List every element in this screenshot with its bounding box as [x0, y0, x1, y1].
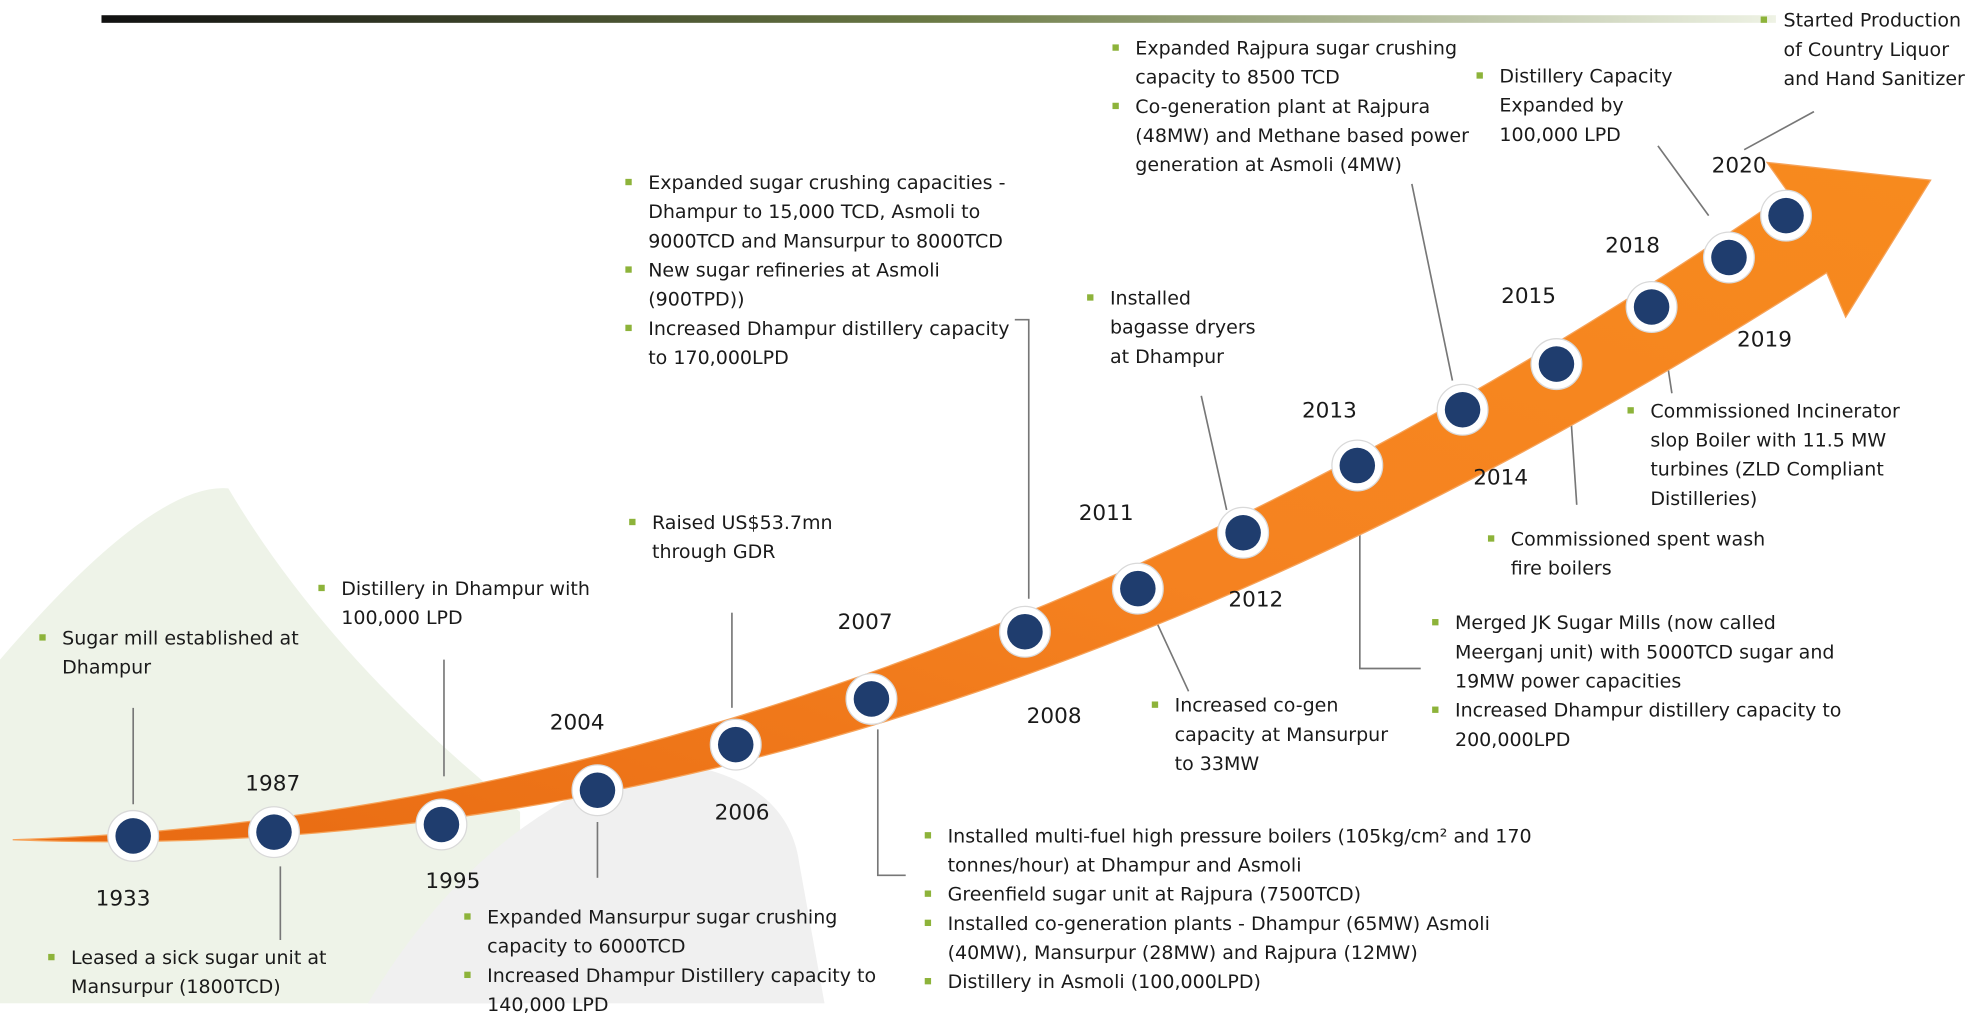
year-label: 2019 [1737, 327, 1792, 352]
year-label: 2020 [1712, 153, 1767, 178]
milestone-dot [854, 681, 890, 717]
milestone-text: Sugar mill established at Dhampur [38, 624, 317, 682]
milestone-dot [424, 807, 460, 843]
milestone-dot [1120, 571, 1156, 607]
bullet: Increased Dhampur Distillery capacity to… [463, 962, 882, 1020]
year-label: 2013 [1302, 398, 1357, 423]
bullet: Sugar mill established at Dhampur [38, 624, 317, 682]
milestone-dot [1539, 346, 1575, 382]
year-label: 2014 [1473, 466, 1528, 491]
bullet: Distillery in Dhampur with 100,000 LPD [317, 575, 621, 633]
year-label: 2008 [1027, 704, 1082, 729]
bullet-list: Expanded Rajpura sugar crushing capacity… [1111, 34, 1504, 180]
bullet-list: Started Production of Country Liquor and… [1759, 6, 1970, 94]
milestone-dot [1768, 198, 1804, 234]
bullet-list: Increased co-gen capacity at Mansurpur t… [1151, 691, 1405, 779]
bullet: Installed bagasse dryers at Dhampur [1086, 284, 1270, 372]
milestone-text: Merged JK Sugar Mills (now called Meerga… [1431, 609, 1862, 755]
year-label: 1987 [245, 771, 300, 796]
bullet-list: Commissioned spent wash fire boilers [1487, 525, 1791, 583]
milestone-text: Installed multi-fuel high pressure boile… [923, 822, 1545, 997]
year-label: 2012 [1228, 587, 1283, 612]
milestone-dot [1225, 515, 1261, 551]
bullet: Commissioned spent wash fire boilers [1487, 525, 1791, 583]
milestone-dot [718, 727, 754, 763]
year-label: 2018 [1605, 233, 1660, 258]
bullet: Started Production of Country Liquor and… [1759, 6, 1970, 94]
top-bar [101, 15, 1775, 23]
bullet-list: Raised US$53.7mn through GDR [628, 509, 882, 567]
bullet: Distillery in Asmoli (100,000LPD) [923, 968, 1545, 997]
milestone-dot [580, 773, 616, 809]
bullet-list: Commissioned Incinerator slop Boiler wit… [1626, 397, 1918, 514]
bullet-list: Sugar mill established at Dhampur [38, 624, 317, 682]
bullet: Distillery Capacity Expanded by 100,000 … [1475, 62, 1691, 150]
milestone-text: Raised US$53.7mn through GDR [628, 509, 882, 567]
bullet-list: Installed bagasse dryers at Dhampur [1086, 284, 1270, 372]
year-label: 2015 [1501, 284, 1556, 309]
bullet-list: Merged JK Sugar Mills (now called Meerga… [1431, 609, 1862, 755]
year-label: 1995 [425, 869, 480, 894]
milestone-text: Increased co-gen capacity at Mansurpur t… [1151, 691, 1405, 779]
bullet: Increased Dhampur distillery capacity to… [1431, 696, 1862, 754]
milestone-text: Distillery Capacity Expanded by 100,000 … [1475, 62, 1691, 150]
year-label: 2004 [550, 710, 605, 735]
bullet: Greenfield sugar unit at Rajpura (7500TC… [923, 880, 1545, 909]
milestone-dot [1445, 392, 1481, 428]
milestone-text: Installed bagasse dryers at Dhampur [1086, 284, 1270, 372]
bullet-list: Expanded sugar crushing capacities - Dha… [624, 169, 1030, 373]
milestone-dot [1711, 240, 1747, 276]
milestone-text: Commissioned spent wash fire boilers [1487, 525, 1791, 583]
year-label: 2011 [1079, 501, 1134, 526]
bullet: Increased co-gen capacity at Mansurpur t… [1151, 691, 1405, 779]
bullet: New sugar refineries at Asmoli (900TPD)) [624, 256, 1030, 314]
milestone-dot [1340, 448, 1376, 484]
year-label: 2006 [715, 800, 770, 825]
bullet: Co-generation plant at Rajpura (48MW) an… [1111, 93, 1504, 181]
bullet: Merged JK Sugar Mills (now called Meerga… [1431, 609, 1862, 697]
milestone-dot [1007, 614, 1043, 650]
bullet: Raised US$53.7mn through GDR [628, 509, 882, 567]
bullet: Commissioned Incinerator slop Boiler wit… [1626, 397, 1918, 514]
timeline-slide: 1933 Sugar mill established at Dhampur 198… [0, 0, 1970, 1003]
milestone-dot [256, 814, 292, 850]
bullet-list: Distillery Capacity Expanded by 100,000 … [1475, 62, 1691, 150]
bullet: Increased Dhampur distillery capacity to… [624, 315, 1030, 373]
bullet: Expanded Mansurpur sugar crushing capaci… [463, 903, 882, 961]
milestone-text: Expanded sugar crushing capacities - Dha… [624, 169, 1030, 373]
milestone-text: Leased a sick sugar unit at Mansurpur (1… [47, 944, 351, 1002]
bullet-list: Distillery in Dhampur with 100,000 LPD [317, 575, 621, 633]
year-label: 2007 [838, 610, 893, 635]
bullet: Leased a sick sugar unit at Mansurpur (1… [47, 944, 351, 1002]
milestone-text: Expanded Rajpura sugar crushing capacity… [1111, 34, 1504, 180]
bullet: Expanded Rajpura sugar crushing capacity… [1111, 34, 1504, 92]
bullet-list: Leased a sick sugar unit at Mansurpur (1… [47, 944, 351, 1002]
bullet: Installed multi-fuel high pressure boile… [923, 822, 1545, 880]
milestone-text: Expanded Mansurpur sugar crushing capaci… [463, 903, 882, 1020]
milestone-dot [1634, 289, 1670, 325]
milestone-dot [115, 818, 151, 854]
bullet-list: Installed multi-fuel high pressure boile… [923, 822, 1545, 997]
milestone-text: Distillery in Dhampur with 100,000 LPD [317, 575, 621, 633]
bullet-list: Expanded Mansurpur sugar crushing capaci… [463, 903, 882, 1020]
bullet: Installed co-generation plants - Dhampur… [923, 910, 1545, 968]
milestone-text: Commissioned Incinerator slop Boiler wit… [1626, 397, 1918, 514]
year-label: 1933 [96, 887, 151, 912]
bullet: Expanded sugar crushing capacities - Dha… [624, 169, 1030, 257]
milestone-text: Started Production of Country Liquor and… [1759, 6, 1970, 94]
